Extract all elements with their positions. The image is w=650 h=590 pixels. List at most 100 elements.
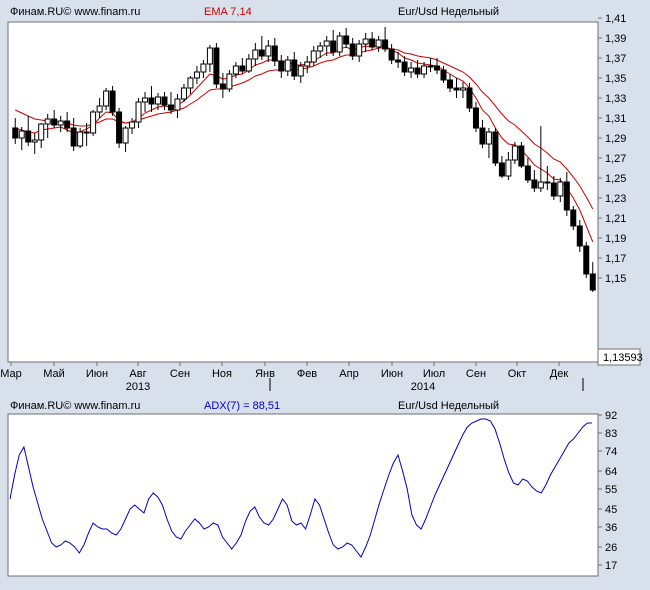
candle [96, 98, 103, 118]
price-y-tick-label: 1,29 [605, 133, 626, 145]
candle [537, 126, 544, 192]
candle-body-down [453, 87, 460, 91]
candle [64, 112, 71, 132]
candle-body-up [122, 127, 129, 144]
candle [155, 93, 161, 110]
candle [167, 92, 174, 114]
candle [57, 116, 64, 132]
price-x-axis: Мар Май Июн Авг Сен Ноя Янв Фев Апр Июн Июл Сен Окт Д… [0, 362, 584, 393]
candle-body-up [511, 145, 518, 161]
candle [401, 56, 408, 76]
candle-body-up [142, 97, 149, 103]
candle-body-up [90, 111, 97, 134]
candle-body-up [193, 71, 200, 79]
candle-body-down [382, 39, 389, 50]
x-month-label: Сен [466, 368, 486, 380]
candle-body-up [31, 139, 38, 143]
x-year-label: 2013 [126, 381, 150, 393]
last-price-badge: 1,13593 [597, 348, 643, 366]
candle-body-up [200, 63, 207, 73]
candle [557, 178, 564, 202]
candle-body-down [440, 69, 447, 81]
candle-body-down [498, 162, 505, 177]
x-month-label: Май [43, 368, 65, 380]
adx-y-tick-label: 92 [605, 410, 617, 422]
candle [25, 116, 32, 146]
candle-body-down [51, 118, 58, 126]
candle [382, 27, 389, 52]
candles [12, 27, 596, 292]
candle [200, 60, 207, 78]
adx-y-axis: 92 83 74 64 55 45 36 26 17 [598, 410, 617, 572]
candle [129, 118, 136, 134]
candle-body-down [589, 273, 596, 291]
price-y-tick-label: 1,19 [605, 233, 626, 245]
candle-body-down [492, 131, 499, 164]
candle [498, 156, 505, 178]
candle [252, 43, 259, 66]
adx-y-tick-label: 55 [605, 484, 617, 496]
candle [511, 142, 518, 164]
candle [330, 30, 337, 56]
ema-indicator-label: EMA 7,14 [204, 6, 252, 18]
candle-body-up [57, 120, 64, 126]
candle [544, 166, 551, 190]
candle-body-down [349, 43, 356, 57]
adx-series-line [9, 418, 592, 558]
candle-body-down [330, 40, 337, 53]
candle-body-up [362, 38, 369, 45]
candle-body-up [135, 101, 142, 123]
adx-y-tick-label: 45 [605, 504, 617, 516]
x-month-label: Сен [170, 368, 190, 380]
x-month-label: Фев [297, 368, 317, 380]
candle [90, 110, 97, 136]
candle-body-up [356, 43, 363, 57]
x-month-label: Янв [255, 368, 275, 380]
candle-body-down [369, 38, 376, 48]
candle [388, 44, 395, 64]
candle-body-down [70, 127, 77, 147]
candle [180, 84, 187, 102]
candle-body-up [459, 87, 466, 91]
candle [421, 62, 428, 78]
candle-body-up [421, 65, 428, 75]
candle [466, 83, 473, 112]
candle [271, 38, 278, 66]
x-month-label: Дек [550, 368, 569, 380]
candle [518, 142, 525, 168]
candle [440, 66, 447, 83]
ema-lines [14, 44, 594, 243]
candle [44, 114, 51, 138]
candle-body-up [18, 130, 25, 139]
candle-body-up [336, 35, 343, 53]
candle [323, 36, 330, 56]
candle [479, 120, 486, 148]
candle-body-up [408, 67, 415, 73]
candle-body-down [278, 60, 285, 72]
adx-y-tick-label: 36 [605, 522, 617, 534]
candle [148, 86, 155, 112]
candle [317, 42, 324, 58]
candle-body-down [447, 79, 453, 89]
adx-plot-area [7, 413, 599, 577]
candle [570, 206, 577, 230]
candle [142, 92, 149, 112]
bottom-source-label: Финам.RU© www.finam.ru [10, 400, 141, 412]
candle [472, 102, 479, 132]
x-month-label: Июн [381, 368, 403, 380]
candle [51, 110, 58, 128]
candle [492, 128, 499, 166]
candle-body-up [265, 45, 272, 57]
candle-body-up [505, 159, 512, 177]
x-month-label: Ноя [212, 368, 232, 380]
top-source-label: Финам.RU© www.finam.ru [10, 6, 141, 18]
candle [206, 45, 213, 72]
price-y-axis: 1,41 1,39 1,37 1,35 1,33 1,31 1,29 1,27 1,25 1,23… [598, 13, 626, 285]
candle-body-down [291, 59, 298, 77]
candle [77, 128, 84, 148]
ema-line [14, 47, 594, 210]
candle [297, 62, 304, 83]
price-y-tick-label: 1,15 [605, 273, 626, 285]
candle-body-up [297, 65, 304, 77]
